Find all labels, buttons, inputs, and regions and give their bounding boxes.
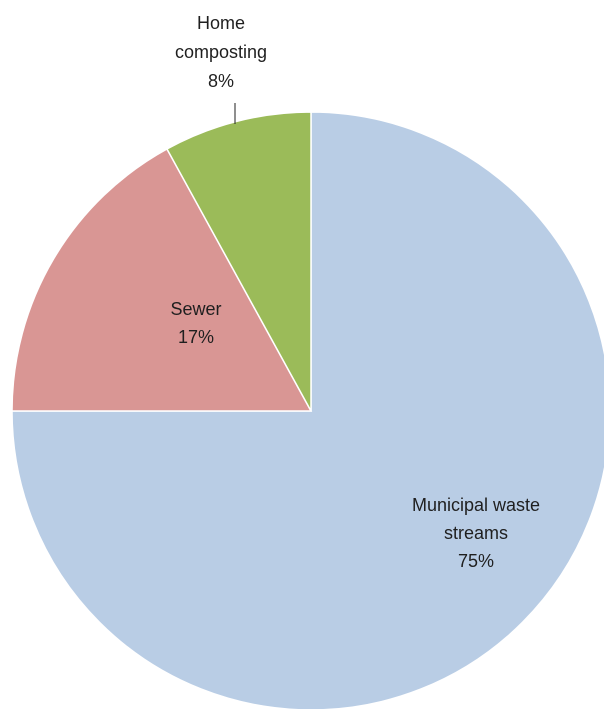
- slice-percent-label: 17%: [178, 327, 214, 347]
- slice-name-line: Home: [197, 13, 245, 33]
- slice-name-line: composting: [175, 42, 267, 62]
- slice-percent-label: 75%: [458, 551, 494, 571]
- pie-slice-home-composting: [165, 111, 312, 412]
- pie-slice-municipal-waste-streams: [11, 111, 604, 709]
- slice-label-municipal-waste-streams: Municipal waste streams 75%: [412, 495, 540, 571]
- slice-labels: Municipal waste streams 75% Sewer 17% Home com…: [170, 13, 540, 571]
- slice-name-line: streams: [444, 523, 508, 543]
- slice-label-home-composting: Home composting 8%: [175, 13, 267, 91]
- slice-percent-label: 8%: [208, 71, 234, 91]
- pie-slices: [11, 111, 604, 709]
- pie-slice-sewer: [11, 147, 313, 412]
- slice-name-line: Municipal waste: [412, 495, 540, 515]
- slice-label-sewer: Sewer 17%: [170, 299, 221, 347]
- slice-name-line: Sewer: [170, 299, 221, 319]
